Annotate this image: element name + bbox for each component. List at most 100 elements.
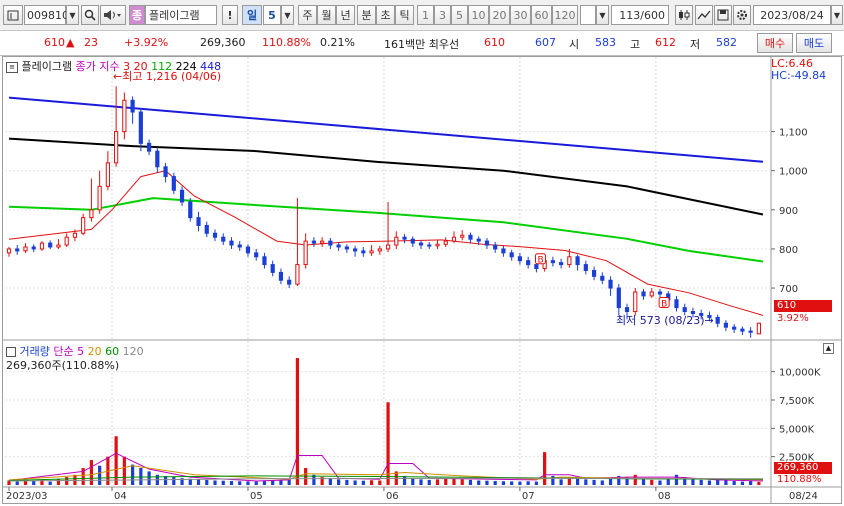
interval-20-button[interactable]: 20 [489,5,510,25]
chart-area[interactable]: B B 700 800 900 1,000 1,100 2,500K 5,000K 7,500K… [2,56,842,504]
save-button[interactable] [714,5,732,25]
candle-body [130,99,135,113]
ask-price: 610 [484,36,505,49]
candle-body [56,244,61,248]
alert-button[interactable]: ! [222,5,238,25]
open-label: 시 [569,38,580,51]
ma-legend-label: 종가 지수 [75,60,120,73]
gear-icon [737,10,747,20]
sell-button[interactable]: 매도 [796,33,832,53]
volume-bar [32,481,36,485]
candle-body [254,252,259,258]
candle-body [608,279,613,289]
stock-code-input[interactable]: 009810 [24,5,69,25]
volume-bar [295,358,300,485]
candle-body [369,250,374,254]
candle-body [600,275,605,281]
volume-bar [279,479,283,485]
volume-bar [518,481,522,485]
code-dropdown-button[interactable]: ▼ [66,5,79,25]
volume-bar [468,479,473,485]
price-tick-label: 1,000 [779,167,808,178]
chart-type-icon[interactable] [3,5,23,25]
interval-30-button[interactable]: 30 [510,5,531,25]
search-button[interactable] [81,5,99,25]
volume-chart-title: 거래량 [19,345,50,358]
panel-collapse-icon[interactable] [6,347,16,357]
period-dropdown-button[interactable]: ▼ [281,5,294,25]
stock-name-field[interactable]: 플레이그램 [145,5,217,25]
vol-ma60-legend: 60 [105,345,120,358]
period-second-label: 초 [380,9,391,22]
buy-button[interactable]: 매수 [757,33,793,53]
date-dropdown-button[interactable]: ▼ [831,5,843,25]
volume-ma-label: 단순 [53,345,74,358]
open-price: 583 [595,36,616,49]
date-value: 2023/08/24 [760,8,824,22]
candle-body [460,234,465,238]
ma112-legend: 112 [151,60,173,73]
panel-menu-icon[interactable]: ≡ [6,61,18,73]
candlestick-icon [679,10,690,20]
candle-body [270,264,275,273]
volume-bar [683,477,687,485]
volume-subtitle: 269,360주(110.88%) [6,359,120,372]
volume-bar [749,481,753,485]
volume-bar [221,480,225,485]
volume-tick-label: 10,000K [779,368,821,379]
price-change: 23 [84,36,98,49]
time-tick-label: 04 [114,491,127,502]
period-minute-button[interactable]: 분 [357,5,376,25]
volume-bar [584,479,588,485]
volume-bar [163,475,168,485]
volume-bar [73,474,77,485]
candle-body [122,99,127,133]
volume-bar [460,479,464,485]
interval-input[interactable] [580,5,596,25]
interval-3-button[interactable]: 3 [434,5,451,25]
volume-bar [707,480,712,485]
candle-body [179,189,185,203]
ma224-line [8,137,764,216]
alert-icon: ! [227,8,233,22]
date-field[interactable]: 2023/08/24 [753,5,831,25]
period-week-button[interactable]: 주 [298,5,317,25]
volume-panel-maximize-button[interactable]: ▲ [823,343,834,354]
period-value-input[interactable]: 5 [263,5,281,25]
volume-bar [567,477,571,485]
candle-body [476,238,481,242]
interval-60-button[interactable]: 60 [531,5,552,25]
period-tick-button[interactable]: 틱 [395,5,414,25]
candle-type-button[interactable] [675,5,693,25]
candle-body [81,217,86,234]
stock-type-badge: 종 [129,5,145,25]
candle-body [740,328,745,332]
candle-body [649,291,654,297]
buy-signal-letter: B [538,256,544,266]
interval-1-button[interactable]: 1 [417,5,434,25]
drawing-tool-button[interactable] [695,5,713,25]
stock-code-value: 009810 [27,8,69,22]
candle-body [550,260,555,264]
period-month-button[interactable]: 월 [317,5,336,25]
period-second-button[interactable]: 초 [376,5,395,25]
period-year-button[interactable]: 년 [336,5,355,25]
candle-body [221,236,226,242]
volume-bar [551,475,555,485]
settings-button[interactable] [733,5,751,25]
interval-dropdown-button[interactable]: ▼ [596,5,609,25]
candle-body [756,322,761,335]
period-tick-label: 틱 [399,9,410,22]
volume-bar [271,480,275,485]
volume-ma120-line [8,477,764,482]
period-day-button[interactable]: 일 [242,5,262,25]
data-count-field[interactable]: 113/600 [611,5,669,25]
chart-canvas[interactable]: B B 700 800 900 1,000 1,100 2,500K 5,000K 7,500K… [3,57,841,503]
candle-body [674,299,679,309]
interval-10-button[interactable]: 10 [468,5,489,25]
candle-body [163,166,168,178]
interval-120-button[interactable]: 120 [552,5,578,25]
candle-body [72,232,78,238]
sound-button[interactable] [100,5,126,25]
interval-5-button[interactable]: 5 [451,5,468,25]
